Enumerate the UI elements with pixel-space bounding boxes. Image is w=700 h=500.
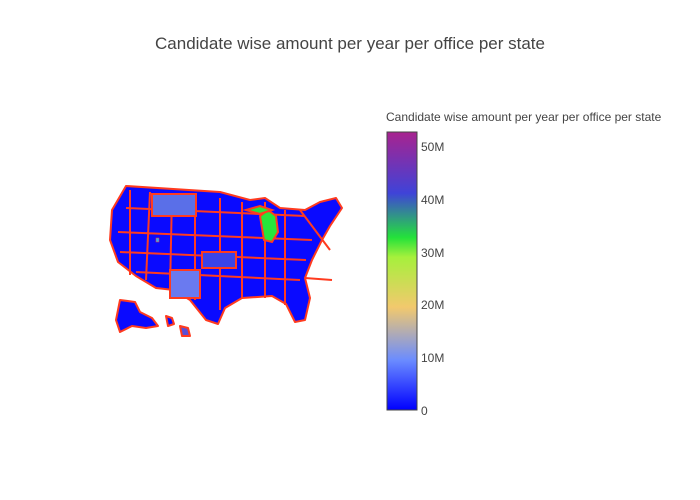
colorbar-gradient (386, 131, 418, 411)
map-hawaii[interactable] (165, 315, 175, 327)
colorbar-tick-label: 30M (421, 245, 445, 260)
colorbar-tick-label: 10M (421, 351, 445, 366)
colorbar-tick-label: 20M (421, 298, 445, 313)
map-alaska[interactable] (115, 299, 159, 333)
chart-title: Candidate wise amount per year per offic… (155, 34, 545, 53)
state-small-highlight[interactable] (155, 237, 160, 243)
colorbar-tick-label: 0 (421, 404, 428, 418)
colorbar-tick-label: 40M (421, 192, 445, 207)
state-michigan[interactable] (258, 208, 280, 244)
state-michigan-upper[interactable] (242, 204, 276, 216)
state-new-mexico[interactable] (169, 269, 201, 299)
colorbar-tick-label: 50M (421, 139, 445, 154)
colorbar (386, 131, 418, 411)
colorbar-title: Candidate wise amount per year per offic… (386, 110, 662, 124)
state-kansas[interactable] (201, 251, 237, 269)
us-choropleth-map[interactable] (100, 180, 350, 340)
state-montana[interactable] (151, 193, 197, 217)
map-hawaii-big-island[interactable] (179, 325, 191, 337)
